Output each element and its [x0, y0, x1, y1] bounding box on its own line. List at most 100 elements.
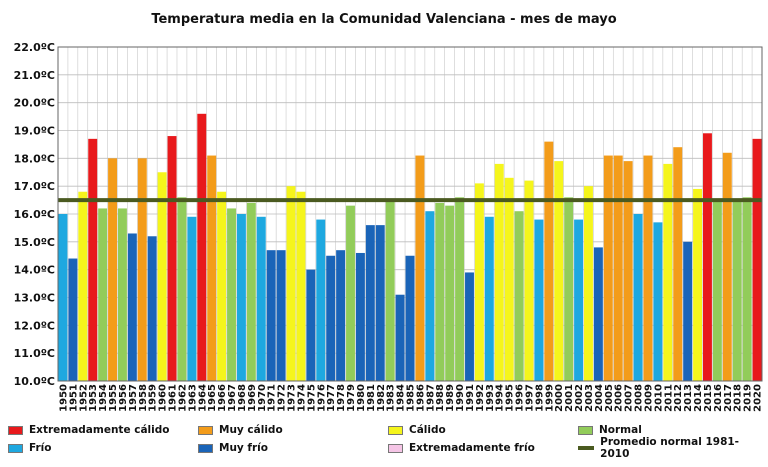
- bar-1994: [494, 163, 504, 381]
- x-tick-label: 2014: [693, 384, 704, 412]
- x-tick-label: 1963: [187, 384, 198, 412]
- bar-1989: [445, 205, 455, 381]
- bar-2005: [603, 155, 613, 381]
- bar-1973: [286, 186, 296, 381]
- x-tick-label: 1959: [148, 384, 159, 412]
- x-tick-label: 2015: [703, 384, 714, 412]
- bar-1990: [455, 197, 465, 381]
- x-tick-label: 2012: [673, 384, 684, 412]
- legend-label: Normal: [599, 424, 642, 436]
- bar-2019: [742, 197, 752, 381]
- legend-swatch: [388, 443, 403, 453]
- y-tick-label: 12.0ºC: [14, 319, 55, 332]
- x-tick-label: 2006: [614, 384, 625, 412]
- bar-1981: [365, 225, 375, 381]
- bar-1999: [544, 141, 554, 381]
- legend-label: Extremadamente frío: [409, 442, 535, 454]
- x-tick-label: 1970: [257, 384, 268, 412]
- legend-swatch: [8, 443, 23, 453]
- x-tick-label: 1964: [197, 384, 208, 412]
- bar-2009: [643, 155, 653, 381]
- legend-item-extremely-cold: Extremadamente frío: [388, 440, 535, 456]
- bar-1984: [395, 294, 405, 381]
- bar-1997: [524, 180, 534, 381]
- x-tick-label: 1972: [277, 384, 288, 412]
- y-tick-label: 13.0ºC: [14, 292, 55, 305]
- bar-1991: [465, 272, 474, 381]
- x-tick-label: 2016: [713, 384, 724, 412]
- y-tick-label: 10.0ºC: [14, 375, 55, 388]
- bar-1950: [58, 214, 68, 381]
- legend-swatch: [8, 425, 23, 435]
- bar-1963: [187, 216, 197, 381]
- plot-frame: [57, 46, 763, 382]
- bar-1970: [256, 216, 266, 381]
- x-tick-label: 2011: [663, 384, 674, 412]
- x-tick-label: 1991: [465, 384, 476, 412]
- legend-label: Frío: [29, 442, 52, 454]
- x-tick-label: 2001: [564, 384, 575, 412]
- bar-2010: [653, 222, 663, 381]
- legend-swatch: [198, 443, 213, 453]
- bar-1951: [68, 258, 78, 381]
- legend-item-normal: Normal: [578, 422, 642, 438]
- x-tick-label: 2000: [554, 384, 565, 412]
- x-tick-label: 1986: [415, 384, 426, 412]
- y-tick-label: 16.0ºC: [14, 208, 55, 221]
- bar-1969: [246, 202, 256, 381]
- bar-1961: [167, 136, 177, 381]
- x-tick-label: 1983: [386, 384, 397, 412]
- bar-1983: [385, 200, 395, 381]
- x-tick-label: 2007: [624, 384, 635, 412]
- x-tick-label: 1973: [287, 384, 298, 412]
- bar-1953: [88, 138, 98, 381]
- x-tick-label: 1976: [316, 384, 327, 412]
- x-tick-label: 1977: [326, 384, 337, 412]
- x-tick-label: 1988: [435, 384, 446, 412]
- bar-2014: [693, 188, 703, 381]
- bar-1977: [326, 255, 336, 381]
- legend-label: Muy frío: [219, 442, 268, 454]
- x-tick-label: 1987: [425, 384, 436, 412]
- x-tick-label: 2002: [574, 384, 585, 412]
- bar-1954: [98, 208, 108, 381]
- y-tick-label: 11.0ºC: [14, 347, 55, 360]
- x-tick-label: 2018: [733, 384, 744, 412]
- y-tick-label: 20.0ºC: [14, 97, 55, 110]
- bar-2020: [752, 138, 762, 381]
- x-tick-label: 1960: [158, 384, 169, 412]
- x-tick-label: 1978: [336, 384, 347, 412]
- bar-1971: [266, 250, 276, 381]
- x-tick-label: 2003: [584, 384, 595, 412]
- x-axis-ticks: 1950195119521953195419551956195719581959…: [58, 384, 763, 412]
- bar-1960: [157, 172, 167, 381]
- bar-1967: [227, 208, 236, 381]
- bar-1964: [197, 113, 207, 382]
- x-tick-label: 1958: [138, 384, 149, 412]
- x-tick-label: 1969: [247, 384, 258, 412]
- legend-item-cold: Frío: [8, 440, 52, 456]
- x-tick-label: 1985: [406, 384, 417, 412]
- x-tick-label: 1999: [544, 384, 555, 412]
- legend-item-very-cold: Muy frío: [198, 440, 268, 456]
- x-tick-label: 1981: [366, 384, 377, 412]
- bar-2004: [593, 247, 603, 381]
- y-tick-label: 17.0ºC: [14, 180, 55, 193]
- bars: [58, 113, 762, 382]
- x-tick-label: 2010: [653, 384, 664, 412]
- x-tick-label: 1953: [88, 384, 99, 412]
- bar-1988: [435, 202, 445, 381]
- legend-item-warm: Cálido: [388, 422, 446, 438]
- bar-1957: [127, 233, 137, 381]
- bar-2001: [564, 197, 574, 381]
- bar-2013: [683, 241, 693, 381]
- x-tick-label: 2005: [604, 384, 615, 412]
- x-tick-label: 1962: [177, 384, 188, 412]
- bar-1956: [117, 208, 127, 381]
- legend-item-very-warm: Muy cálido: [198, 422, 283, 438]
- x-tick-label: 2017: [723, 384, 734, 412]
- x-tick-label: 1952: [78, 384, 89, 412]
- bar-1986: [415, 155, 425, 381]
- y-axis-ticks: 10.0ºC 11.0ºC 12.0ºC 13.0ºC 14.0ºC 15.0ºC 16.0…: [14, 41, 55, 388]
